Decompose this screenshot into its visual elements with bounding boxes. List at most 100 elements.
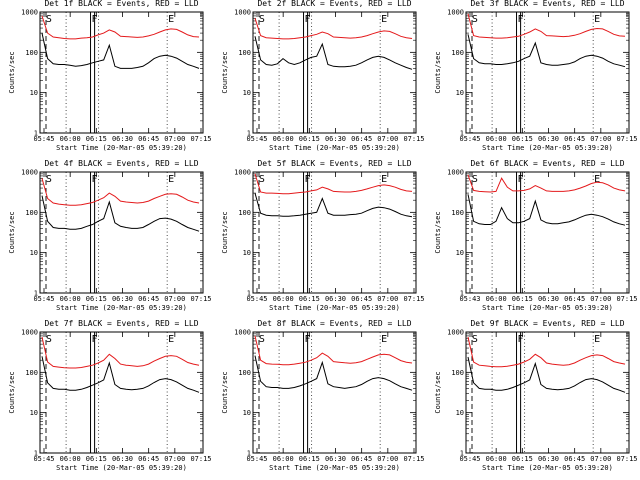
x-tick-label: 06:15 [299, 295, 320, 303]
x-tick-label: 07:00 [377, 135, 398, 143]
x-tick-label: 07:00 [377, 455, 398, 463]
y-tick-label: 1000 [447, 9, 464, 17]
y-tick-label: 100 [451, 49, 464, 57]
y-tick-label: 1 [247, 290, 251, 298]
series-events [254, 36, 413, 70]
x-tick-label: 07:15 [616, 295, 637, 303]
x-tick-label: 07:15 [403, 295, 424, 303]
y-tick-label: 1 [34, 130, 38, 138]
y-tick-label: 1000 [21, 9, 38, 17]
series-events [467, 194, 626, 226]
panel-det-1: Det 1f BLACK = Events, RED = LLD Counts/s… [8, 0, 212, 152]
y-tick-label: 1 [460, 290, 464, 298]
x-tick-label: 06:45 [564, 135, 585, 143]
x-tick-label: 06:15 [86, 455, 107, 463]
marker-f: F [518, 14, 524, 25]
panel-title: Det 4f BLACK = Events, RED = LLD [44, 159, 198, 168]
plot-frame [39, 331, 204, 454]
x-tick-label: 05:45 [33, 455, 54, 463]
series-lld [41, 15, 200, 40]
x-tick-label: 06:45 [564, 295, 585, 303]
series-lld [467, 13, 626, 39]
x-axis-label: Start Time (20-Mar-05 05:39:20) [56, 304, 187, 312]
marker-s: S [46, 14, 52, 25]
panel-title: Det 3f BLACK = Events, RED = LLD [470, 0, 624, 8]
y-tick-label: 10 [243, 409, 251, 417]
x-tick-label: 06:45 [351, 455, 372, 463]
x-tick-label: 05:45 [246, 295, 267, 303]
marker-f: F [92, 334, 98, 345]
panel-det-5: Det 5f BLACK = Events, RED = LLD Counts/s… [221, 159, 425, 312]
x-axis-label: Start Time (20-Mar-05 05:39:20) [482, 144, 613, 152]
marker-e: E [381, 334, 387, 345]
marker-f: F [305, 334, 311, 345]
x-tick-label: 05:43 [459, 295, 480, 303]
x-tick-label: 06:30 [325, 295, 346, 303]
panel-title: Det 1f BLACK = Events, RED = LLD [44, 0, 198, 8]
series-events [254, 192, 413, 218]
x-tick-label: 05:45 [246, 455, 267, 463]
panel-title: Det 5f BLACK = Events, RED = LLD [257, 159, 411, 168]
marker-e: E [594, 334, 600, 345]
panel-title: Det 7f BLACK = Events, RED = LLD [44, 319, 198, 328]
y-tick-label: 1000 [447, 329, 464, 337]
y-tick-label: 10 [30, 89, 38, 97]
y-tick-label: 100 [451, 209, 464, 217]
panel-det-7: Det 7f BLACK = Events, RED = LLD Counts/s… [8, 319, 212, 472]
x-tick-label: 06:45 [138, 135, 159, 143]
x-tick-label: 07:15 [190, 135, 211, 143]
marker-s: S [259, 334, 265, 345]
y-axis-label: Counts/sec [8, 211, 16, 253]
x-tick-label: 06:00 [486, 295, 507, 303]
x-tick-label: 06:30 [112, 455, 133, 463]
y-axis-label: Counts/sec [221, 371, 229, 413]
panel-det-3: Det 3f BLACK = Events, RED = LLD Counts/s… [434, 0, 638, 152]
panel-det-8: Det 8f BLACK = Events, RED = LLD Counts/s… [221, 319, 425, 472]
y-axis-label: Counts/sec [434, 51, 442, 93]
x-axis-label: Start Time (20-Mar-05 05:39:20) [56, 144, 187, 152]
x-tick-label: 06:15 [86, 135, 107, 143]
x-tick-label: 06:00 [273, 455, 294, 463]
series-lld [254, 18, 413, 40]
y-tick-label: 1000 [447, 169, 464, 177]
x-tick-label: 06:30 [112, 295, 133, 303]
y-tick-label: 1 [460, 450, 464, 458]
x-tick-label: 07:15 [190, 455, 211, 463]
y-tick-label: 1000 [21, 169, 38, 177]
x-tick-label: 06:00 [60, 455, 81, 463]
y-tick-label: 100 [25, 209, 38, 217]
x-tick-label: 05:45 [459, 455, 480, 463]
series-events [467, 356, 626, 393]
marker-s: S [259, 174, 265, 185]
x-axis-label: Start Time (20-Mar-05 05:39:20) [482, 464, 613, 472]
x-axis-label: Start Time (20-Mar-05 05:39:20) [269, 464, 400, 472]
y-tick-label: 1000 [234, 169, 251, 177]
x-tick-label: 06:30 [325, 135, 346, 143]
marker-e: E [594, 14, 600, 25]
x-tick-label: 06:00 [60, 135, 81, 143]
x-tick-label: 06:30 [112, 135, 133, 143]
plot-frame [465, 171, 630, 294]
y-tick-label: 1000 [234, 329, 251, 337]
plot-frame [465, 331, 630, 454]
x-tick-label: 06:00 [273, 295, 294, 303]
x-tick-label: 06:45 [351, 135, 372, 143]
series-events [41, 356, 200, 393]
series-lld [254, 173, 413, 195]
x-tick-label: 06:30 [538, 455, 559, 463]
plot-frame [39, 171, 204, 294]
x-tick-label: 06:15 [512, 455, 533, 463]
marker-s: S [472, 14, 478, 25]
y-tick-label: 10 [456, 409, 464, 417]
x-tick-label: 05:45 [459, 135, 480, 143]
series-lld [467, 336, 626, 368]
x-tick-label: 06:30 [538, 295, 559, 303]
plot-frame [39, 11, 204, 134]
y-tick-label: 100 [451, 369, 464, 377]
marker-s: S [472, 174, 478, 185]
x-tick-label: 07:00 [164, 135, 185, 143]
x-axis-label: Start Time (20-Mar-05 05:39:20) [269, 304, 400, 312]
x-axis-label: Start Time (20-Mar-05 05:39:20) [482, 304, 613, 312]
x-tick-label: 06:00 [273, 135, 294, 143]
